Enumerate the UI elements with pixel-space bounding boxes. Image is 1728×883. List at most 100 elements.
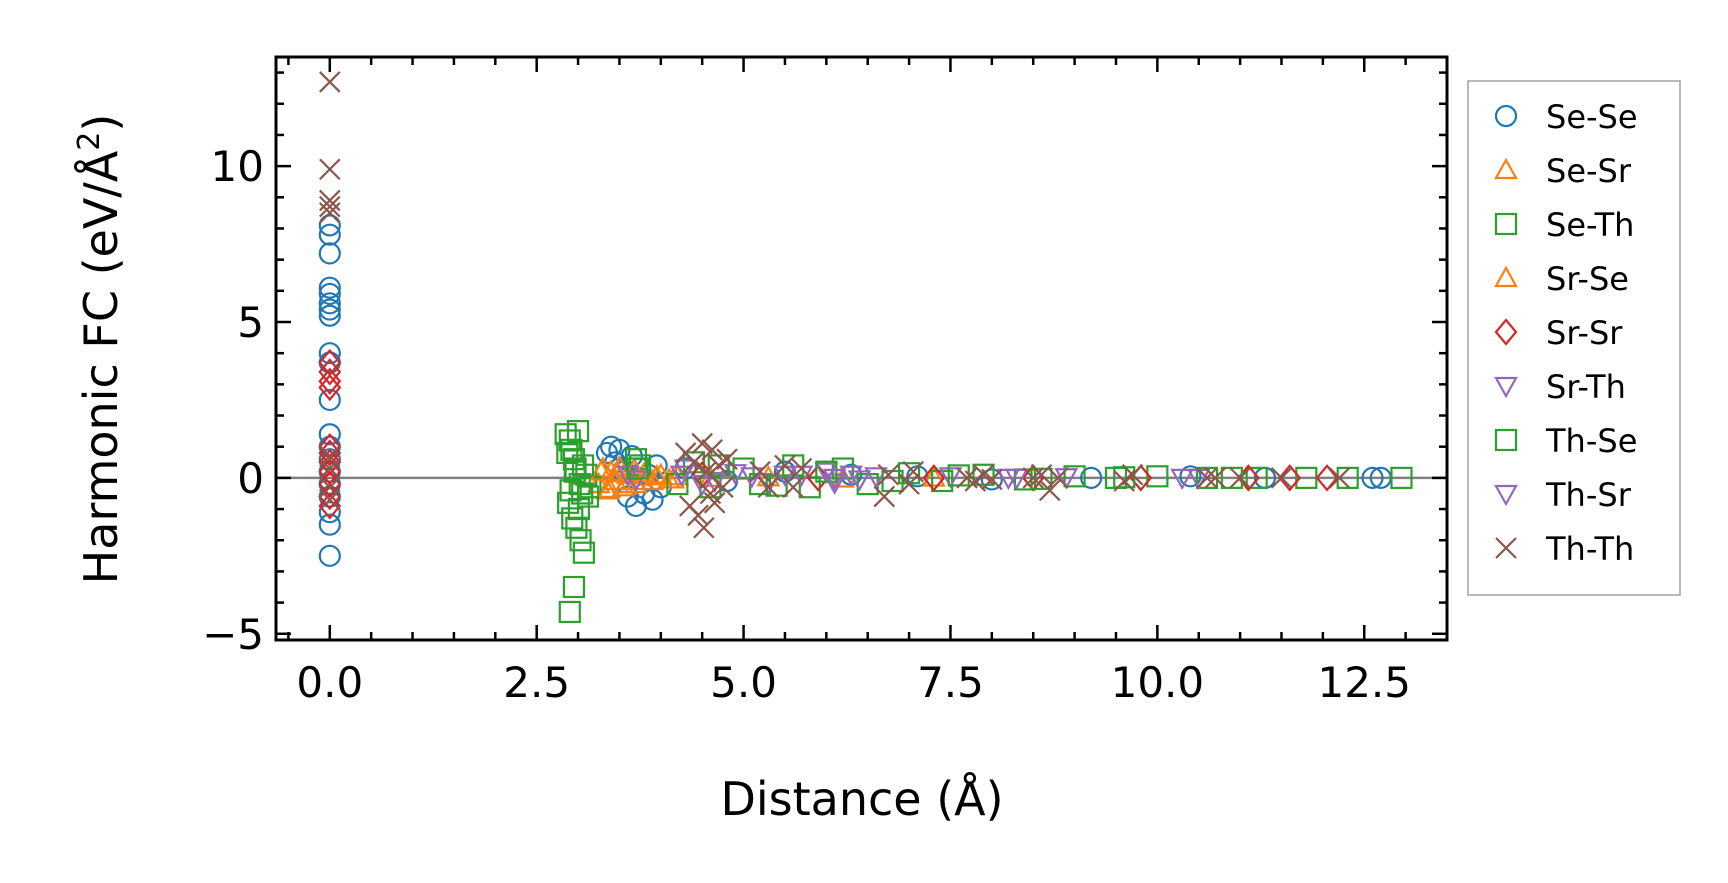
data-point-se-th (1245, 466, 1268, 489)
y-axis-title-main: Harmonic FC (eV/Å (74, 150, 128, 584)
data-point-se-th (1195, 466, 1219, 489)
data-point-sr-sr (1315, 464, 1339, 492)
data-point-th-th (782, 476, 805, 499)
y-axis-title: Harmonic FC (eV/Å2) (72, 114, 128, 585)
legend-marker-th-th (1495, 537, 1517, 559)
data-point-sr-sr (318, 367, 342, 395)
data-point-th-th (757, 476, 780, 499)
data-point-th-se (666, 473, 689, 496)
data-point-se-se (318, 242, 341, 265)
legend-marker-sr-sr (1494, 318, 1518, 346)
data-point-th-sr (669, 465, 694, 488)
data-point-se-se (318, 544, 341, 567)
data-point-sr-sr (1278, 464, 1302, 492)
data-point-se-se (1361, 466, 1384, 489)
legend: Se-Se Se-Sr Se-Th Sr-Se Sr-Sr Sr-Th Th-Se Th-Sr… (1467, 80, 1681, 596)
data-point-sr-sr (318, 373, 342, 402)
data-point-se-se (318, 298, 341, 321)
data-point-th-th (319, 71, 341, 93)
data-point-th-se (626, 457, 649, 480)
y-tick-label: 5 (237, 298, 264, 347)
legend-label-sr-th: Sr-Th (1546, 368, 1626, 406)
data-point-th-th (981, 468, 1003, 491)
legend-item-se-se: Se-Se (1494, 98, 1638, 136)
data-point-se-se (318, 388, 341, 412)
data-point-th-se (815, 460, 838, 483)
data-point-se-se (1080, 466, 1103, 489)
data-point-sr-th (789, 465, 814, 488)
data-point-th-th (687, 504, 709, 527)
data-point-se-se (318, 501, 341, 524)
legend-item-sr-sr: Sr-Sr (1494, 314, 1623, 352)
data-point-th-sr (996, 468, 1021, 491)
data-point-th-se (1220, 466, 1243, 489)
data-point-se-se (318, 513, 341, 536)
legend-marker-sr-se (1494, 265, 1518, 288)
data-point-th-se (563, 460, 586, 483)
tick-labels: 0.0 2.5 5.0 7.5 10.0 12.5 −5 0 5 10 (202, 142, 1411, 707)
legend-item-sr-th: Sr-Th (1494, 368, 1626, 406)
data-point-se-th (1146, 465, 1169, 488)
data-point-sr-sr (922, 464, 946, 492)
data-point-th-th (683, 451, 705, 474)
legend-label-sr-sr: Sr-Sr (1546, 314, 1623, 352)
data-point-th-sr (1170, 468, 1195, 491)
data-point-th-sr (847, 470, 872, 492)
data-point-th-th (319, 202, 341, 224)
data-point-sr-th (864, 467, 888, 489)
data-point-th-th (877, 463, 900, 486)
data-point-sr-th (839, 465, 864, 488)
data-point-se-se (318, 276, 341, 299)
y-tick-label: −5 (202, 610, 264, 659)
legend-item-th-th: Th-Th (1495, 530, 1634, 568)
data-point-th-th (902, 460, 925, 483)
legend-item-sr-se: Sr-Se (1494, 260, 1629, 298)
data-point-th-se (576, 485, 600, 508)
x-tick-label: 2.5 (503, 658, 570, 707)
series-sr-sr (318, 348, 1339, 520)
data-point-th-th (1022, 467, 1044, 489)
legend-label-se-se: Se-Se (1546, 98, 1638, 136)
data-point-se-th (558, 600, 581, 624)
data-point-sr-sr (318, 448, 342, 477)
legend-marker-sr-th (1494, 376, 1518, 399)
data-point-se-th (1390, 466, 1413, 489)
data-point-th-se (556, 441, 579, 465)
data-point-th-sr (702, 471, 727, 494)
data-point-th-th (693, 516, 715, 539)
data-point-th-se (1336, 466, 1359, 489)
x-axis-title: Distance (Å) (720, 772, 1003, 826)
data-point-se-se (318, 304, 341, 327)
legend-item-se-sr: Se-Sr (1494, 152, 1632, 190)
data-point-th-th (691, 432, 713, 455)
data-point-th-th (1121, 463, 1144, 486)
data-point-se-sr (665, 464, 690, 486)
data-point-se-se (980, 468, 1003, 491)
legend-label-se-th: Se-Th (1546, 206, 1634, 244)
y-axis-title-superscript: 2 (72, 132, 107, 151)
data-point-th-sr (739, 467, 764, 489)
data-point-th-th (1038, 479, 1061, 502)
data-point-th-th (319, 457, 341, 480)
data-point-th-th (1328, 467, 1351, 489)
x-tick-label: 5.0 (710, 658, 777, 707)
data-point-th-se (559, 479, 582, 502)
legend-label-se-sr: Se-Sr (1546, 152, 1632, 190)
data-point-sr-se (589, 459, 614, 481)
data-point-th-th (749, 460, 771, 483)
series-th-se (556, 441, 1359, 521)
data-point-se-th (572, 541, 595, 564)
data-point-sr-se (597, 476, 622, 498)
data-point-th-th (319, 158, 341, 181)
data-point-sr-sr (318, 492, 342, 520)
data-point-se-th (554, 423, 577, 446)
legend-marker-se-th (1494, 212, 1518, 236)
x-tick-label: 0.0 (296, 658, 363, 707)
data-point-se-th (562, 575, 586, 599)
series-th-th (319, 71, 1351, 539)
data-point-th-th (898, 473, 920, 495)
data-point-th-th (319, 488, 341, 511)
data-point-sr-th (814, 462, 839, 484)
